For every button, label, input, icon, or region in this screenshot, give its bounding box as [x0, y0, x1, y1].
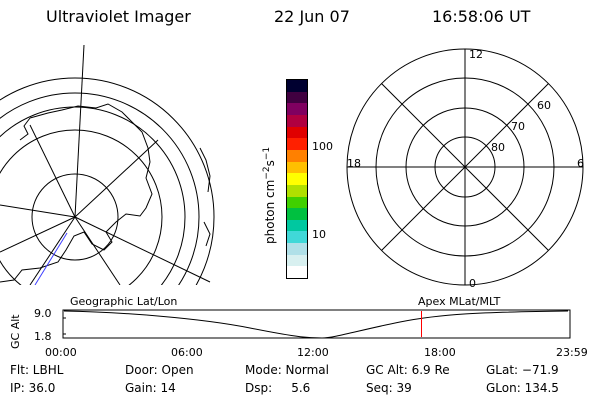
gain-value: Gain: 14	[125, 381, 176, 395]
dsp-value: Dsp: 5.6	[245, 381, 311, 395]
polar-label-12: 12	[469, 48, 483, 61]
colorbar-band	[287, 80, 307, 92]
colorbar-band	[287, 231, 307, 244]
door-status: Door: Open	[125, 363, 194, 377]
mode-value: Mode: Normal	[245, 363, 329, 377]
colorbar-band	[287, 149, 307, 162]
colorbar-band	[287, 91, 307, 104]
glon-value: GLon: 134.5	[486, 381, 559, 395]
map-lat-ring	[0, 92, 200, 285]
colorbar-band	[287, 138, 307, 150]
colorbar-band	[287, 219, 307, 232]
timeline-x-tick-1200: 12:00	[297, 346, 329, 359]
colorbar-band	[287, 103, 307, 116]
colorbar-tick-10: 10	[312, 228, 326, 241]
coast-outline	[203, 221, 211, 247]
colorbar-band	[287, 254, 307, 267]
timeline-left-label: Geographic Lat/Lon	[70, 295, 178, 308]
timeline-x-tick-0000: 00:00	[45, 346, 77, 359]
polar-label-0: 0	[469, 277, 476, 290]
map-lon-line	[74, 216, 211, 283]
map-lon-line	[0, 216, 76, 253]
timeline-right-label: Apex MLat/MLT	[418, 295, 501, 308]
seq-value: Seq: 39	[366, 381, 412, 395]
map-lat-ring	[31, 173, 119, 261]
ip-value: IP: 36.0	[10, 381, 56, 395]
map-lon-line	[74, 44, 85, 218]
polar-label-18: 18	[347, 157, 361, 170]
colorbar-band	[287, 161, 307, 174]
timeline-y-tick-bottom: 1.8	[34, 330, 52, 343]
map-lon-line	[74, 139, 159, 218]
observation-date: 22 Jun 07	[274, 7, 350, 26]
colorbar-band	[287, 208, 307, 220]
polar-ring-label-70: 70	[511, 120, 525, 133]
timeline-x-tick-0600: 06:00	[171, 346, 203, 359]
continent-outline	[0, 103, 153, 283]
map-lon-line	[74, 216, 121, 285]
colorbar-band	[287, 196, 307, 209]
polar-ring-label-60: 60	[537, 99, 551, 112]
glat-value: GLat: −71.9	[486, 363, 559, 377]
colorbar-band	[287, 173, 307, 185]
gc-alt-value: GC Alt: 6.9 Re	[366, 363, 450, 377]
timeline-y-tick-top: 9.0	[34, 307, 52, 320]
colorbar-band	[287, 184, 307, 197]
map-lon-line	[29, 216, 76, 285]
colorbar-band	[287, 266, 307, 278]
map-lat-ring	[0, 77, 215, 285]
polar-diagonal	[381, 83, 549, 251]
colorbar-band	[287, 126, 307, 139]
timeline-x-tick-1800: 18:00	[424, 346, 456, 359]
map-lon-line	[29, 124, 76, 218]
color-bar	[286, 79, 308, 279]
map-lat-ring	[0, 129, 163, 285]
map-lon-line	[0, 204, 76, 218]
coast-outline	[199, 147, 211, 193]
filter-value: Flt: LBHL	[10, 363, 64, 377]
polar-ring-label-80: 80	[491, 141, 505, 154]
polar-plot	[346, 48, 584, 286]
satellite-track	[34, 232, 68, 285]
colorbar-tick-100: 100	[312, 140, 333, 153]
observation-time: 16:58:06 UT	[432, 7, 531, 26]
gc-altitude-curve	[63, 310, 569, 339]
timeline-x-tick-2359: 23:59	[556, 346, 588, 359]
colorbar-band	[287, 243, 307, 255]
continent-outline	[19, 117, 31, 141]
polar-label-6: 6	[577, 157, 584, 170]
instrument-title: Ultraviolet Imager	[46, 7, 191, 26]
colorbar-band	[287, 115, 307, 127]
